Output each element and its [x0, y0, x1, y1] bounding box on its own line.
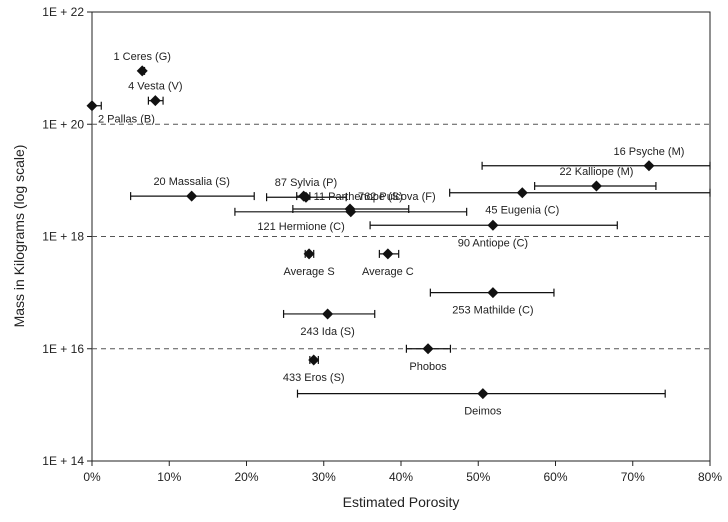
- x-tick-label: 40%: [389, 470, 413, 484]
- diamond-marker: [322, 308, 334, 320]
- x-tick-label: 20%: [234, 470, 258, 484]
- point-label: 45 Eugenia (C): [485, 205, 559, 217]
- point-label: 253 Mathilde (C): [452, 305, 533, 317]
- y-tick-label: 1E + 14: [42, 454, 84, 468]
- y-tick-label: 1E + 20: [42, 117, 84, 131]
- data-points: 1 Ceres (G) 4 Vesta (V) 2 Pallas (B) 87 Syl…: [86, 51, 711, 418]
- point-label: 762 Pulcova (F): [358, 191, 436, 203]
- x-tick-label: 50%: [466, 470, 490, 484]
- diamond-marker: [136, 65, 148, 77]
- y-tick-label: 1E + 18: [42, 230, 84, 244]
- y-tick-label: 1E + 22: [42, 5, 84, 19]
- data-point-deimos: Deimos: [296, 388, 666, 418]
- x-tick-label: 60%: [543, 470, 567, 484]
- diamond-marker: [186, 190, 198, 202]
- x-tick-label: 10%: [157, 470, 181, 484]
- data-point-phobos: Phobos: [405, 343, 452, 373]
- point-label: 20 Massalia (S): [153, 176, 229, 188]
- x-axis-ticks: 0% 10% 20% 30% 40% 50% 60% 70% 80%: [83, 461, 722, 484]
- diamond-marker: [298, 190, 310, 202]
- point-label: 87 Sylvia (P): [275, 177, 337, 189]
- x-tick-label: 30%: [312, 470, 336, 484]
- data-point-massalia: 20 Massalia (S): [130, 176, 255, 202]
- data-point-psyche: 16 Psyche (M): [481, 146, 711, 172]
- point-label: 22 Kalliope (M): [559, 166, 633, 178]
- data-point-kalliope: 22 Kalliope (M): [534, 166, 657, 192]
- y-tick-label: 1E + 16: [42, 342, 84, 356]
- diamond-marker: [345, 206, 357, 218]
- point-label: Deimos: [464, 406, 502, 418]
- gridlines: [92, 123, 710, 350]
- data-point-antiope: 90 Antiope (C): [369, 219, 618, 249]
- x-tick-label: 0%: [83, 470, 101, 484]
- diamond-marker: [86, 100, 98, 112]
- point-label: Average S: [283, 266, 334, 278]
- data-point-average-s: Average S: [283, 248, 335, 278]
- data-point-vesta: 4 Vesta (V): [128, 81, 183, 107]
- diamond-marker: [422, 343, 434, 355]
- point-label: Phobos: [409, 361, 447, 373]
- diamond-marker: [308, 354, 320, 366]
- diamond-marker: [487, 219, 499, 231]
- y-axis-ticks: 1E + 14 1E + 16 1E + 18 1E + 20 1E + 22: [42, 5, 92, 468]
- data-point-ida: 243 Ida (S): [282, 308, 376, 338]
- point-label: 16 Psyche (M): [614, 146, 685, 158]
- point-label: 4 Vesta (V): [128, 81, 182, 93]
- y-axis-title: Mass in Kilograms (log scale): [11, 145, 27, 328]
- data-point-pallas: 2 Pallas (B): [86, 100, 155, 126]
- data-point-eros: 433 Eros (S): [283, 354, 345, 384]
- data-point-eugenia: 45 Eugenia (C): [449, 187, 711, 217]
- x-tick-label: 80%: [698, 470, 722, 484]
- x-axis-title: Estimated Porosity: [343, 494, 460, 510]
- point-label: 2 Pallas (B): [98, 114, 155, 126]
- data-point-hermione: 121 Hermione (C): [234, 206, 468, 233]
- data-point-average-c: Average C: [362, 248, 414, 278]
- point-label: 1 Ceres (G): [113, 51, 170, 63]
- point-label: Average C: [362, 266, 414, 278]
- point-label: 243 Ida (S): [300, 326, 354, 338]
- diamond-marker: [149, 95, 161, 107]
- point-label: 121 Hermione (C): [257, 221, 344, 233]
- data-point-ceres: 1 Ceres (G): [113, 51, 171, 77]
- diamond-marker: [516, 187, 528, 199]
- diamond-marker: [487, 287, 499, 299]
- diamond-marker: [303, 248, 315, 260]
- diamond-marker: [590, 180, 602, 192]
- diamond-marker: [382, 248, 394, 260]
- point-label: 90 Antiope (C): [458, 237, 528, 249]
- diamond-marker: [643, 160, 655, 172]
- point-label: 11 Parthenope (S): [314, 191, 403, 203]
- data-point-mathilde: 253 Mathilde (C): [429, 287, 555, 317]
- data-point-parthenope: 11 Parthenope (S): [296, 190, 403, 203]
- x-tick-label: 70%: [621, 470, 645, 484]
- point-label: 433 Eros (S): [283, 372, 345, 384]
- diamond-marker: [477, 388, 489, 400]
